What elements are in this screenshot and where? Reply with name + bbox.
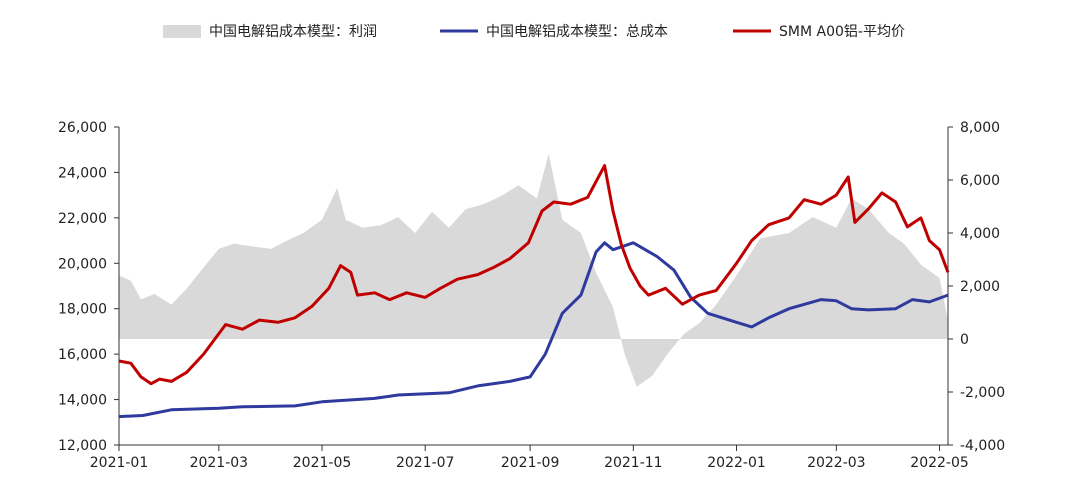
axes: 12,000 14,000 16,000 18,000 20,000 22,000 24,0…: [58, 120, 1005, 471]
x-tick-label: 2022-01: [707, 455, 766, 471]
legend-label: SMM A00铝-平均价: [779, 24, 905, 40]
x-tick-label: 2021-07: [396, 455, 455, 471]
y-left-tick-label: 20,000: [58, 256, 107, 272]
y-left-tick-label: 26,000: [58, 120, 107, 136]
y-right-tick-label: -4,000: [960, 438, 1005, 454]
x-tick-label: 2021-01: [90, 455, 149, 471]
series-line-smm-price: [118, 164, 950, 386]
y-left-tick-label: 18,000: [58, 302, 107, 318]
y-left-tick-label: 22,000: [58, 211, 107, 227]
x-tick-label: 2021-03: [190, 455, 249, 471]
y-right-tick-label: 8,000: [960, 120, 1000, 136]
legend-label: 中国电解铝成本模型：总成本: [486, 24, 668, 40]
plot-area: [118, 153, 950, 419]
x-tick-label: 2021-09: [501, 455, 560, 471]
series-area-profit: [119, 153, 948, 387]
legend-label: 中国电解铝成本模型：利润: [209, 24, 377, 40]
x-tick-label: 2022-05: [910, 455, 969, 471]
y-left-tick-label: 16,000: [58, 347, 107, 363]
legend-swatch-profit: [163, 25, 201, 38]
x-tick-label: 2022-03: [807, 455, 866, 471]
y-left-tick-label: 24,000: [58, 165, 107, 181]
y-left-tick-label: 14,000: [58, 393, 107, 409]
y-right-tick-label: 2,000: [960, 279, 1000, 295]
y-left-tick-label: 12,000: [58, 438, 107, 454]
y-right-tick-label: 0: [960, 332, 969, 348]
y-right-tick-label: 4,000: [960, 226, 1000, 242]
x-tick-label: 2021-11: [604, 455, 663, 471]
y-right-tick-label: -2,000: [960, 385, 1005, 401]
x-tick-label: 2021-05: [293, 455, 352, 471]
y-right-tick-label: 6,000: [960, 173, 1000, 189]
series-line-total-cost: [118, 241, 949, 419]
legend: 中国电解铝成本模型：利润 中国电解铝成本模型：总成本 SMM A00铝-平均价: [163, 24, 905, 40]
